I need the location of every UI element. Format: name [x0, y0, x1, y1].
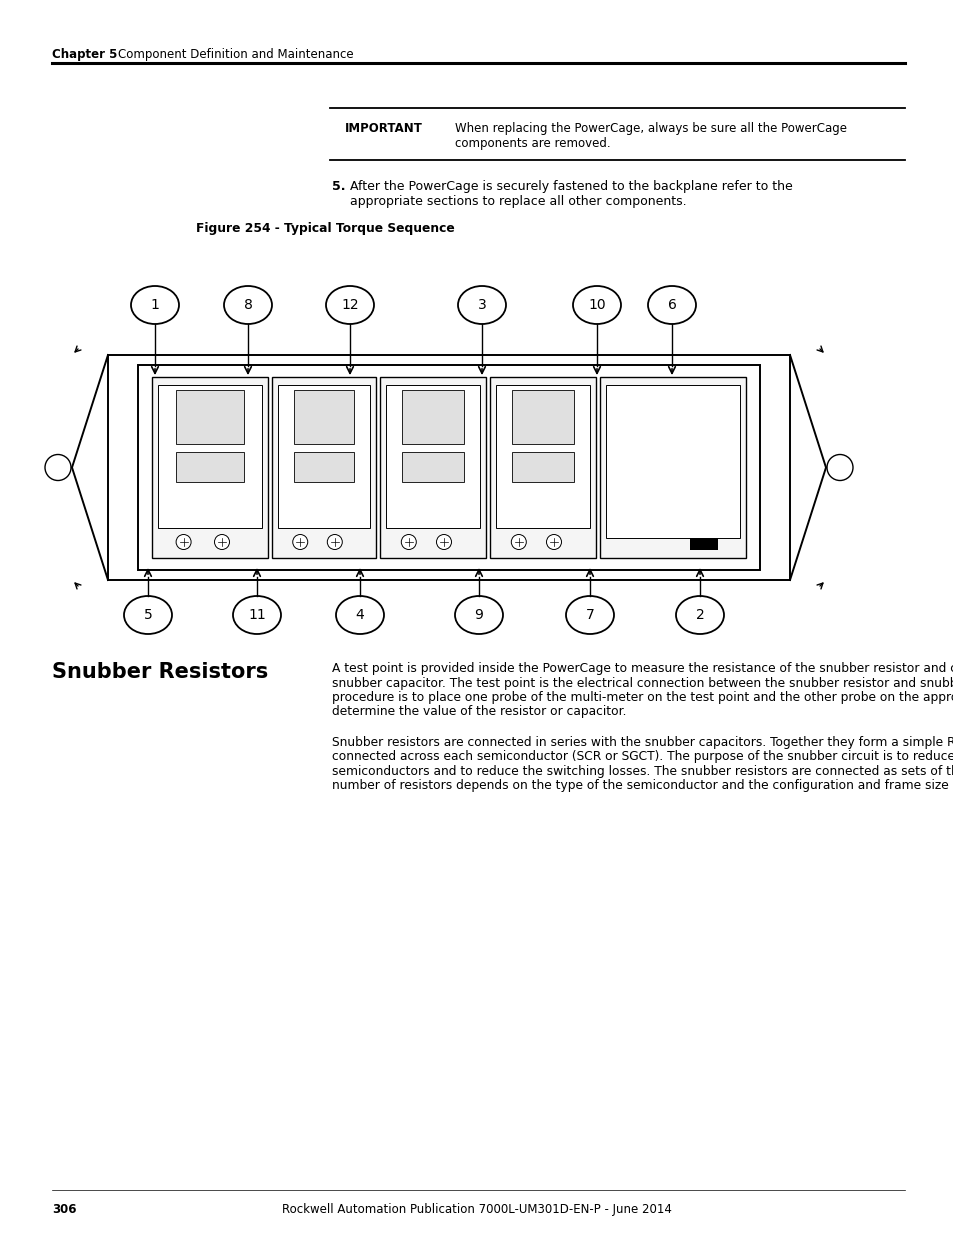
Ellipse shape: [326, 287, 374, 324]
Bar: [402, 390, 463, 445]
Bar: [599, 377, 745, 558]
Bar: [496, 385, 589, 529]
Text: 8: 8: [243, 298, 253, 312]
Circle shape: [826, 454, 852, 480]
Ellipse shape: [565, 597, 614, 634]
Text: 11: 11: [248, 608, 266, 622]
Circle shape: [511, 535, 526, 550]
Bar: [158, 385, 262, 529]
Bar: [689, 538, 718, 550]
Text: number of resistors depends on the type of the semiconductor and the configurati: number of resistors depends on the type …: [332, 779, 953, 793]
Ellipse shape: [573, 287, 620, 324]
Bar: [512, 452, 573, 482]
Ellipse shape: [335, 597, 384, 634]
Text: 5.: 5.: [332, 180, 345, 193]
Circle shape: [546, 535, 561, 550]
Text: appropriate sections to replace all other components.: appropriate sections to replace all othe…: [350, 195, 686, 207]
Text: connected across each semiconductor (SCR or SGCT). The purpose of the snubber ci: connected across each semiconductor (SCR…: [332, 751, 953, 763]
Bar: [379, 377, 485, 558]
Circle shape: [327, 535, 342, 550]
Circle shape: [176, 535, 191, 550]
Text: 5: 5: [144, 608, 152, 622]
Bar: [277, 385, 370, 529]
Circle shape: [436, 535, 451, 550]
Bar: [402, 452, 463, 482]
Text: components are removed.: components are removed.: [455, 137, 610, 149]
Text: 9: 9: [474, 608, 483, 622]
Text: Component Definition and Maintenance: Component Definition and Maintenance: [118, 48, 354, 61]
Text: After the PowerCage is securely fastened to the backplane refer to the: After the PowerCage is securely fastened…: [350, 180, 792, 193]
Bar: [294, 452, 354, 482]
Ellipse shape: [233, 597, 281, 634]
Circle shape: [45, 454, 71, 480]
Text: snubber capacitor. The test point is the electrical connection between the snubb: snubber capacitor. The test point is the…: [332, 677, 953, 689]
Ellipse shape: [457, 287, 505, 324]
Text: Snubber resistors are connected in series with the snubber capacitors. Together : Snubber resistors are connected in serie…: [332, 736, 953, 748]
Circle shape: [401, 535, 416, 550]
Text: 1: 1: [151, 298, 159, 312]
Text: Rockwell Automation Publication 7000L-UM301D-EN-P - June 2014: Rockwell Automation Publication 7000L-UM…: [282, 1203, 671, 1216]
Ellipse shape: [131, 287, 179, 324]
Text: 2: 2: [695, 608, 703, 622]
Bar: [176, 390, 244, 445]
Text: 4: 4: [355, 608, 364, 622]
Bar: [176, 452, 244, 482]
Text: Chapter 5: Chapter 5: [52, 48, 117, 61]
Bar: [605, 385, 740, 538]
Bar: [138, 366, 760, 571]
Circle shape: [214, 535, 230, 550]
Ellipse shape: [455, 597, 502, 634]
Text: 6: 6: [667, 298, 676, 312]
Text: 7: 7: [585, 608, 594, 622]
Ellipse shape: [224, 287, 272, 324]
Text: 10: 10: [588, 298, 605, 312]
Text: When replacing the PowerCage, always be sure all the PowerCage: When replacing the PowerCage, always be …: [455, 122, 846, 135]
Circle shape: [293, 535, 308, 550]
Text: 3: 3: [477, 298, 486, 312]
Ellipse shape: [676, 597, 723, 634]
Bar: [294, 390, 354, 445]
Text: Snubber Resistors: Snubber Resistors: [52, 662, 268, 682]
Bar: [490, 377, 596, 558]
Bar: [386, 385, 479, 529]
Text: semiconductors and to reduce the switching losses. The snubber resistors are con: semiconductors and to reduce the switchi…: [332, 764, 953, 778]
Bar: [152, 377, 268, 558]
Text: IMPORTANT: IMPORTANT: [345, 122, 422, 135]
Text: 306: 306: [52, 1203, 76, 1216]
Bar: [512, 390, 573, 445]
Text: 12: 12: [341, 298, 358, 312]
Text: A test point is provided inside the PowerCage to measure the resistance of the s: A test point is provided inside the Powe…: [332, 662, 953, 676]
Bar: [272, 377, 375, 558]
Ellipse shape: [124, 597, 172, 634]
Text: determine the value of the resistor or capacitor.: determine the value of the resistor or c…: [332, 705, 626, 719]
Text: Figure 254 - Typical Torque Sequence: Figure 254 - Typical Torque Sequence: [195, 222, 455, 235]
Text: procedure is to place one probe of the multi-meter on the test point and the oth: procedure is to place one probe of the m…: [332, 692, 953, 704]
Ellipse shape: [647, 287, 696, 324]
